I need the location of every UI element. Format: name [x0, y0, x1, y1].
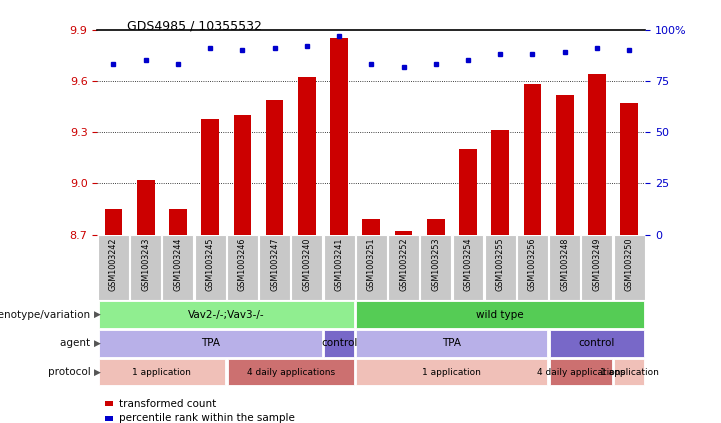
Text: TPA: TPA	[200, 338, 220, 349]
Bar	[99, 330, 322, 357]
Bar	[195, 235, 226, 300]
Text: GDS4985 / 10355532: GDS4985 / 10355532	[127, 19, 262, 32]
Text: TPA: TPA	[443, 338, 461, 349]
Bar	[227, 235, 258, 300]
Text: protocol: protocol	[48, 367, 94, 377]
Text: 4 daily applications: 4 daily applications	[247, 368, 335, 377]
Text: GSM1003242: GSM1003242	[109, 237, 118, 291]
Bar	[291, 235, 322, 300]
Text: GSM1003243: GSM1003243	[141, 237, 150, 291]
Text: GSM1003249: GSM1003249	[593, 237, 601, 291]
Bar	[99, 302, 354, 328]
Bar	[427, 220, 445, 235]
Text: GSM1003256: GSM1003256	[528, 237, 537, 291]
Bar	[394, 231, 412, 235]
Bar	[324, 330, 354, 357]
Text: agent: agent	[61, 338, 94, 349]
Bar	[581, 235, 612, 300]
Bar	[228, 359, 354, 385]
Bar	[99, 359, 225, 385]
Text: GSM1003244: GSM1003244	[174, 237, 182, 291]
Text: GSM1003252: GSM1003252	[399, 237, 408, 291]
Bar	[492, 130, 509, 235]
Bar	[453, 235, 484, 300]
Bar	[356, 302, 644, 328]
Text: wild type: wild type	[477, 310, 524, 320]
Bar	[356, 359, 547, 385]
Bar	[259, 235, 290, 300]
Text: GSM1003254: GSM1003254	[464, 237, 472, 291]
Bar	[356, 235, 386, 300]
Bar	[330, 38, 348, 235]
Bar	[556, 95, 574, 235]
Bar	[485, 235, 516, 300]
Text: ▶: ▶	[94, 310, 101, 319]
Bar	[298, 77, 316, 235]
Text: GSM1003253: GSM1003253	[431, 237, 441, 291]
Bar	[420, 235, 451, 300]
Text: Vav2-/-;Vav3-/-: Vav2-/-;Vav3-/-	[188, 310, 265, 320]
Bar	[388, 235, 419, 300]
Bar	[550, 359, 612, 385]
Bar	[131, 235, 162, 300]
Bar	[162, 235, 193, 300]
Bar	[363, 220, 380, 235]
Bar	[588, 74, 606, 235]
Bar	[614, 235, 645, 300]
Bar	[169, 209, 187, 235]
Text: 1 application: 1 application	[133, 368, 191, 377]
Text: ▶: ▶	[94, 368, 101, 377]
Bar	[549, 235, 580, 300]
Text: 1 application: 1 application	[423, 368, 482, 377]
Bar	[523, 84, 541, 235]
Text: GSM1003241: GSM1003241	[335, 237, 344, 291]
Bar	[105, 209, 123, 235]
Text: percentile rank within the sample: percentile rank within the sample	[119, 413, 295, 423]
Text: 4 daily applications: 4 daily applications	[536, 368, 625, 377]
Text: transformed count: transformed count	[119, 398, 216, 409]
Text: GSM1003251: GSM1003251	[367, 237, 376, 291]
Bar	[324, 235, 355, 300]
Bar	[266, 100, 283, 235]
Bar	[201, 118, 219, 235]
Text: GSM1003255: GSM1003255	[496, 237, 505, 291]
Text: GSM1003250: GSM1003250	[624, 237, 634, 291]
Text: GSM1003240: GSM1003240	[302, 237, 311, 291]
Bar	[614, 359, 644, 385]
Text: GSM1003246: GSM1003246	[238, 237, 247, 291]
Bar	[234, 115, 251, 235]
Bar	[620, 103, 638, 235]
Text: control: control	[579, 338, 615, 349]
Bar	[137, 180, 154, 235]
Text: ▶: ▶	[94, 339, 101, 348]
Text: genotype/variation: genotype/variation	[0, 310, 94, 320]
Text: 1 application: 1 application	[600, 368, 658, 377]
Bar	[98, 235, 129, 300]
Bar	[356, 330, 547, 357]
Bar	[550, 330, 644, 357]
Bar	[517, 235, 548, 300]
Bar	[459, 149, 477, 235]
Text: control: control	[321, 338, 358, 349]
Text: GSM1003247: GSM1003247	[270, 237, 279, 291]
Text: GSM1003245: GSM1003245	[205, 237, 215, 291]
Text: GSM1003248: GSM1003248	[560, 237, 569, 291]
